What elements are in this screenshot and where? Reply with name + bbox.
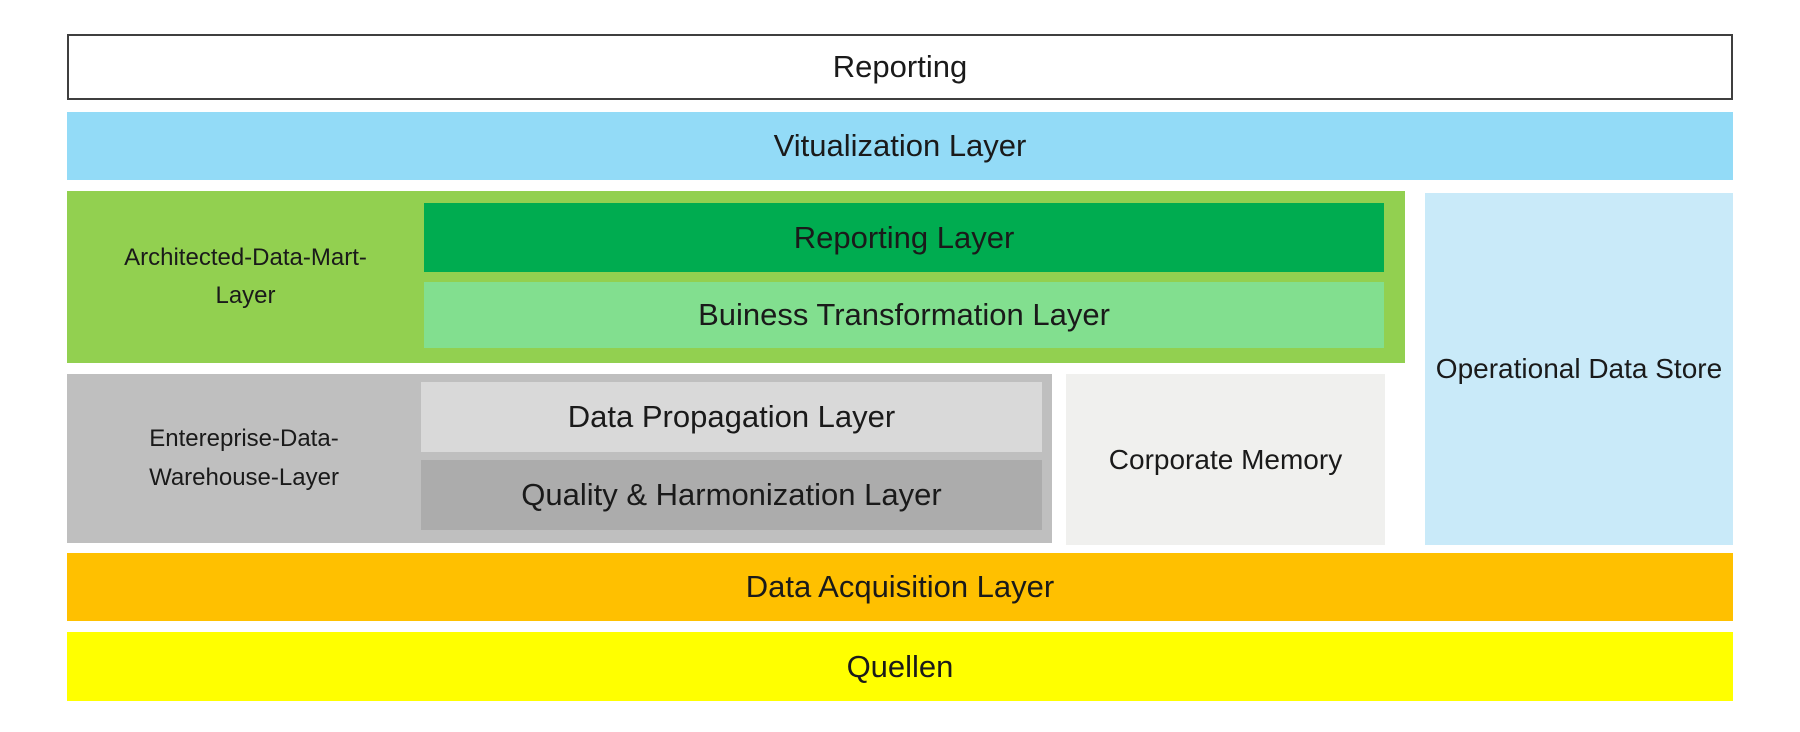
- architected-data-mart-layer-container: Architected-Data-Mart- Layer Reporting L…: [67, 191, 1405, 363]
- corporate-memory-label: Corporate Memory: [1108, 443, 1343, 475]
- reporting-box-label: Reporting: [832, 49, 968, 84]
- reporting-box: Reporting: [67, 34, 1733, 100]
- business-transformation-layer-bar: Buiness Transformation Layer: [424, 282, 1384, 348]
- enterprise-data-warehouse-layer-label-line1: Entereprise-Data-: [149, 425, 339, 453]
- enterprise-data-warehouse-layer-label-line2: Warehouse-Layer: [149, 463, 339, 491]
- operational-data-store-label: Operational Data Store: [1435, 353, 1723, 384]
- business-transformation-layer-label: Buiness Transformation Layer: [698, 297, 1110, 332]
- visualization-layer-bar: Vitualization Layer: [67, 112, 1733, 180]
- operational-data-store-box: Operational Data Store: [1425, 193, 1733, 545]
- quellen-bar: Quellen: [67, 632, 1733, 701]
- data-propagation-layer-label: Data Propagation Layer: [567, 399, 896, 434]
- quellen-label: Quellen: [846, 648, 954, 684]
- visualization-layer-label: Vitualization Layer: [773, 128, 1027, 163]
- quality-harmonization-layer-label: Quality & Harmonization Layer: [521, 477, 942, 512]
- reporting-layer-label: Reporting Layer: [793, 219, 1015, 255]
- data-acquisition-layer-bar: Data Acquisition Layer: [67, 553, 1733, 621]
- enterprise-data-warehouse-layer-label: Entereprise-Data- Warehouse-Layer: [67, 374, 421, 543]
- reporting-layer-bar: Reporting Layer: [424, 203, 1384, 272]
- architected-data-mart-layer-label-line2: Layer: [215, 282, 276, 309]
- corporate-memory-box: Corporate Memory: [1066, 374, 1385, 545]
- enterprise-data-warehouse-layer-container: Entereprise-Data- Warehouse-Layer Data P…: [67, 374, 1052, 543]
- architected-data-mart-layer-label-line1: Architected-Data-Mart-: [124, 243, 367, 271]
- data-propagation-layer-bar: Data Propagation Layer: [421, 382, 1042, 452]
- data-acquisition-layer-label: Data Acquisition Layer: [745, 569, 1055, 604]
- architected-data-mart-layer-label: Architected-Data-Mart- Layer: [67, 191, 424, 363]
- quality-harmonization-layer-bar: Quality & Harmonization Layer: [421, 460, 1042, 530]
